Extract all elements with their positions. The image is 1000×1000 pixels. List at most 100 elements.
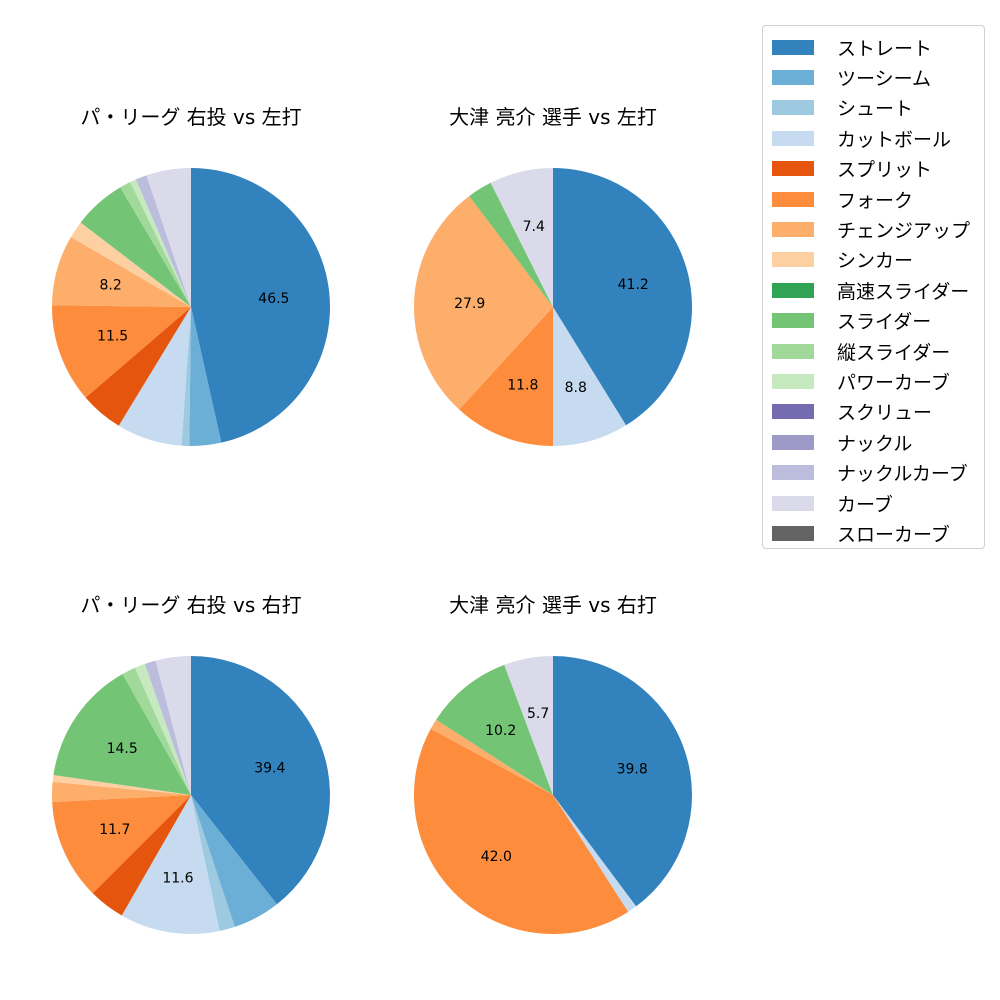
legend-swatch xyxy=(772,373,814,389)
slice-value-label: 7.4 xyxy=(523,219,545,235)
pie-slice xyxy=(459,307,553,446)
chart-title: パ・リーグ 右投 vs 左打 xyxy=(80,105,302,129)
legend-label: カットボール xyxy=(837,128,952,151)
legend: ストレート ツーシーム シュート カットボール スプリット フォーク チェンジア… xyxy=(762,25,985,549)
legend-label: シンカー xyxy=(837,250,914,273)
pie-slice xyxy=(504,656,553,795)
legend-label: スプリット xyxy=(837,159,933,182)
pie-chart: 39.8 42.0 10.2 5.7 xyxy=(414,656,693,934)
pie-slice xyxy=(135,175,191,307)
pie-slice xyxy=(189,307,222,446)
pie-slice xyxy=(553,307,626,446)
slice-value-label: 27.9 xyxy=(454,296,485,312)
legend-label: 高速スライダー xyxy=(837,280,970,303)
pie-slice xyxy=(52,781,191,802)
legend-item: スローカーブ xyxy=(763,518,984,548)
slice-value-label: 11.8 xyxy=(507,378,538,394)
pie-slice xyxy=(52,305,191,398)
pie-panel-league-rhp-vs-lhb: パ・リーグ 右投 vs 左打 46.5 11.5 8.2 xyxy=(31,104,351,504)
legend-swatch xyxy=(772,161,814,177)
pie-chart: 39.4 11.6 11.7 14.5 xyxy=(52,656,330,934)
pie-slice xyxy=(52,236,192,307)
legend-label: ツーシーム xyxy=(837,68,932,91)
slice-value-label: 39.4 xyxy=(254,761,285,777)
pie-slice xyxy=(414,196,553,410)
legend-item: ツーシーム xyxy=(763,62,984,92)
pie-slice xyxy=(118,307,191,446)
pie-slice xyxy=(414,728,629,934)
legend-item: シンカー xyxy=(763,245,984,275)
legend-label: ナックル xyxy=(837,432,913,455)
pie-slice xyxy=(191,656,330,905)
slice-value-label: 41.2 xyxy=(618,277,649,293)
legend-label: スクリュー xyxy=(837,402,933,425)
slice-value-label: 46.5 xyxy=(258,291,289,307)
legend-label: ストレート xyxy=(837,37,933,60)
pie-chart: 41.2 8.8 11.8 27.9 7.4 xyxy=(414,168,693,446)
legend-swatch xyxy=(772,404,814,420)
legend-item: チェンジアップ xyxy=(763,214,984,244)
pie-slice xyxy=(92,795,191,916)
pie-panel-league-rhp-vs-rhb: パ・リーグ 右投 vs 右打 39.4 11.6 11.7 14.5 xyxy=(31,592,351,992)
pie-slice xyxy=(52,774,192,795)
legend-label: 縦スライダー xyxy=(837,341,951,364)
slice-value-label: 8.8 xyxy=(565,380,587,396)
legend-item: ナックル xyxy=(763,427,984,457)
pie-slice xyxy=(130,179,191,307)
legend-label: シュート xyxy=(837,98,914,121)
pie-slice xyxy=(430,719,553,795)
pie-slice xyxy=(52,795,191,894)
legend-item: 縦スライダー xyxy=(763,336,984,366)
pie-slice xyxy=(120,181,191,307)
pie-panel-otsu-vs-lhb: 大津 亮介 選手 vs 左打 41.2 8.8 11.8 27.9 7.4 xyxy=(393,104,713,504)
legend-item: 高速スライダー xyxy=(763,275,984,305)
legend-swatch xyxy=(772,525,814,541)
legend-swatch xyxy=(772,495,814,511)
legend-swatch xyxy=(772,252,814,268)
legend-swatch xyxy=(772,130,814,146)
slice-value-label: 11.5 xyxy=(97,328,128,344)
slice-value-label: 10.2 xyxy=(485,723,516,739)
pie-slice xyxy=(70,222,191,307)
legend-label: スライダー xyxy=(837,311,932,334)
chart-title: 大津 亮介 選手 vs 左打 xyxy=(449,105,657,129)
chart-title: パ・リーグ 右投 vs 右打 xyxy=(80,593,302,617)
pie-slice xyxy=(490,168,553,307)
legend-swatch xyxy=(772,465,814,481)
legend-item: ストレート xyxy=(763,32,984,62)
legend-item: パワーカーブ xyxy=(763,366,984,396)
legend-item: フォーク xyxy=(763,184,984,214)
pie-slice xyxy=(122,667,191,795)
legend-label: ナックルカーブ xyxy=(837,463,968,486)
legend-item: カットボール xyxy=(763,123,984,153)
pie-slice xyxy=(80,187,191,307)
legend-label: スローカーブ xyxy=(837,523,950,546)
pie-slice xyxy=(436,664,553,795)
legend-item: シュート xyxy=(763,93,984,123)
legend-swatch xyxy=(772,70,814,86)
slice-value-label: 14.5 xyxy=(107,741,138,757)
slice-value-label: 8.2 xyxy=(99,278,121,294)
pie-slice xyxy=(191,795,277,927)
pie-slice xyxy=(155,656,191,795)
legend-item: スクリュー xyxy=(763,397,984,427)
legend-label: カーブ xyxy=(837,493,893,516)
legend-swatch xyxy=(772,282,814,298)
legend-label: フォーク xyxy=(837,189,914,212)
legend-swatch xyxy=(772,191,814,207)
legend-label: パワーカーブ xyxy=(837,371,950,394)
legend-swatch xyxy=(772,343,814,359)
pie-slice xyxy=(146,168,191,307)
legend-item: ナックルカーブ xyxy=(763,457,984,487)
pie-slice xyxy=(53,674,192,795)
legend-swatch xyxy=(772,222,814,238)
pie-slice xyxy=(553,168,693,426)
pie-slice xyxy=(469,182,553,307)
pie-chart: 46.5 11.5 8.2 xyxy=(52,168,331,446)
legend-item: スプリット xyxy=(763,154,984,184)
slice-value-label: 39.8 xyxy=(617,762,648,778)
chart-title: 大津 亮介 選手 vs 右打 xyxy=(449,593,657,617)
slice-value-label: 11.7 xyxy=(99,822,130,838)
pie-slice xyxy=(191,168,331,443)
legend-label: チェンジアップ xyxy=(837,220,971,243)
